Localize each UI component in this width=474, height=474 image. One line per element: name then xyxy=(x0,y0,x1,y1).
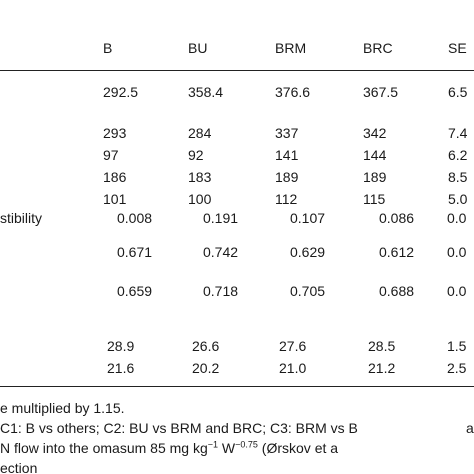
table-cell: 189 xyxy=(275,169,299,185)
column-header: BRM xyxy=(275,40,307,56)
table-cell: 189 xyxy=(363,169,387,185)
table-cell: 0.008 xyxy=(117,210,153,226)
table-cell: 5.0 xyxy=(448,191,468,207)
table-cell: 2.5 xyxy=(447,360,467,376)
table-cell: 21.0 xyxy=(279,360,307,376)
footnote: ection xyxy=(0,460,37,474)
superscript: −0.75 xyxy=(235,439,258,450)
footnote-text: W xyxy=(218,440,236,456)
table-cell: 8.5 xyxy=(448,169,468,185)
table-cell: 27.6 xyxy=(279,338,307,354)
table-cell: 7.4 xyxy=(448,125,468,141)
table-cell: 0.107 xyxy=(290,210,326,226)
table-cell: 0.0 xyxy=(447,244,467,260)
table-cell: 21.2 xyxy=(368,360,396,376)
table-cell: 0.086 xyxy=(379,210,415,226)
footnote: e multiplied by 1.15. xyxy=(0,400,125,416)
footnote-text: (Ørskov et a xyxy=(257,440,339,456)
table-cell: 100 xyxy=(188,191,212,207)
table-cell: 284 xyxy=(188,125,212,141)
table-cell: 186 xyxy=(103,169,127,185)
table-cell: 0.191 xyxy=(203,210,239,226)
table-cell: 0.742 xyxy=(203,244,239,260)
column-header: B xyxy=(103,40,113,56)
table-cell: 6.2 xyxy=(448,147,468,163)
table-cell: 141 xyxy=(275,147,299,163)
table-cell: 337 xyxy=(275,125,299,141)
table-cell: 115 xyxy=(363,191,386,207)
table-cell: 0.705 xyxy=(290,283,326,299)
footnote: N flow into the omasum 85 mg kg−1 W−0.75… xyxy=(0,440,338,456)
table-cell: 367.5 xyxy=(363,84,399,100)
table-cell: 0.0 xyxy=(447,210,467,226)
column-header: BU xyxy=(188,40,208,56)
footnote-text: e multiplied by 1.15. xyxy=(0,400,125,416)
superscript: −1 xyxy=(207,439,219,450)
header-rule xyxy=(0,70,474,71)
table-cell: 97 xyxy=(103,147,119,163)
bottom-rule xyxy=(0,386,474,387)
table-cell: 0.659 xyxy=(117,283,153,299)
column-header: SE xyxy=(448,40,467,56)
table-cell: 144 xyxy=(363,147,387,163)
table-cell: 21.6 xyxy=(107,360,135,376)
table-cell: 92 xyxy=(188,147,204,163)
footnote: C1: B vs others; C2: BU vs BRM and BRC; … xyxy=(0,420,358,436)
row-label: stibility xyxy=(0,210,43,226)
table-cell: 26.6 xyxy=(192,338,220,354)
column-header: BRC xyxy=(363,40,393,56)
table-cell: 0.688 xyxy=(379,283,415,299)
table-cell: 0.671 xyxy=(117,244,153,260)
footnote-text: N flow into the omasum 85 mg kg xyxy=(0,440,208,456)
table-cell: 292.5 xyxy=(103,84,139,100)
table-cell: 28.9 xyxy=(107,338,135,354)
table-cell: 112 xyxy=(275,191,298,207)
table-cell: 101 xyxy=(103,191,127,207)
table-cell: 293 xyxy=(103,125,127,141)
table-cell: 342 xyxy=(363,125,387,141)
table-cell: 0.0 xyxy=(447,283,467,299)
table-cell: 28.5 xyxy=(368,338,396,354)
table-cell: 183 xyxy=(188,169,212,185)
table-cell: 1.5 xyxy=(447,338,467,354)
table-cell: 20.2 xyxy=(192,360,220,376)
footnote-text: ection xyxy=(0,460,38,474)
footnote: a xyxy=(466,420,474,436)
table-cell: 358.4 xyxy=(188,84,224,100)
table-cell: 376.6 xyxy=(275,84,311,100)
table-cell: 0.718 xyxy=(203,283,239,299)
table-cell: 0.612 xyxy=(379,244,415,260)
table-cell: 6.5 xyxy=(448,84,468,100)
table-cell: 0.629 xyxy=(290,244,326,260)
